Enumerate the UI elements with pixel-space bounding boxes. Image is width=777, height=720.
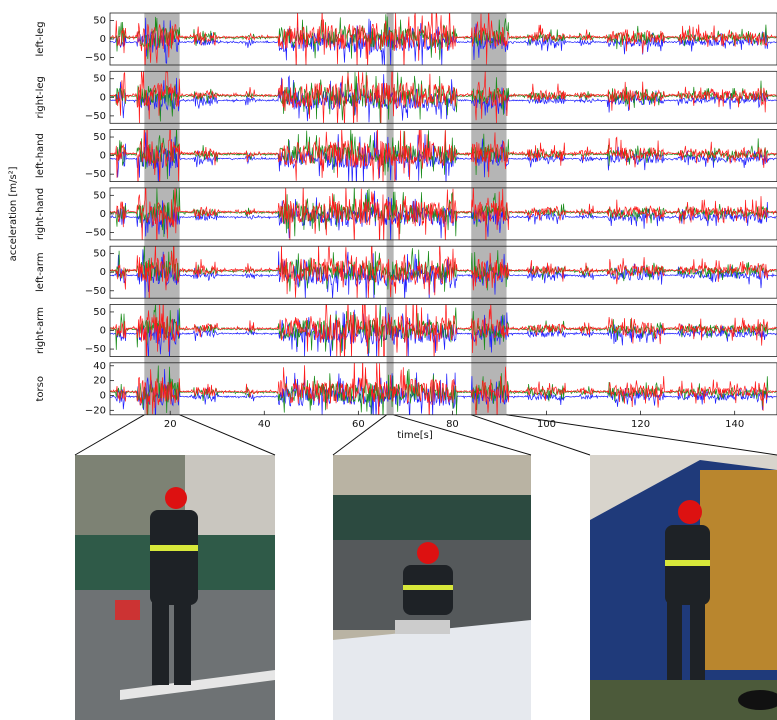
x-tick-label: 120 [631, 419, 650, 430]
x-tick-label: 40 [258, 419, 271, 430]
y-tick-label: −50 [85, 111, 106, 122]
signals [110, 292, 776, 366]
zoom-line [75, 415, 144, 455]
x-tick-label: 80 [446, 419, 459, 430]
y-tick-label: 20 [93, 376, 106, 387]
photo [75, 455, 275, 720]
y-tick-label: 0 [100, 34, 106, 45]
figure: 50 0 −50 left-leg 50 0 −50 right-leg 50 0 −50 left-… [0, 0, 777, 720]
zoom-line [471, 415, 590, 455]
panel-label: torso [35, 376, 46, 401]
y-tick-label: −50 [85, 344, 106, 355]
y-tick-label: 50 [93, 190, 106, 201]
signal-trace [110, 235, 776, 301]
y-tick-label: 50 [93, 74, 106, 85]
x-axis-label: time[s] [397, 430, 433, 441]
x-tick-label: 20 [164, 419, 177, 430]
y-tick-label: −50 [85, 286, 106, 297]
signals [110, 181, 776, 248]
x-tick-label: 140 [725, 419, 744, 430]
y-tick-label: 0 [100, 267, 106, 278]
y-tick-label: 0 [100, 92, 106, 103]
y-tick-label: 40 [93, 361, 106, 372]
panel-label: right-leg [35, 76, 46, 118]
panel-label: left-hand [35, 133, 46, 178]
y-tick-label: 0 [100, 390, 106, 401]
y-tick-label: 50 [93, 132, 106, 143]
photo [333, 455, 531, 720]
panel-label: right-arm [35, 307, 46, 354]
panel-label: right-hand [35, 188, 46, 240]
signals [110, 62, 776, 131]
y-axis-label: acceleration [m/s²] [8, 166, 19, 261]
photos [75, 455, 777, 720]
panel-label: left-arm [35, 252, 46, 292]
y-tick-label: −50 [85, 53, 106, 64]
y-tick-label: 50 [93, 249, 106, 260]
signals [110, 4, 776, 72]
y-tick-label: −20 [85, 405, 106, 416]
y-tick-label: 50 [93, 307, 106, 318]
signals [110, 357, 776, 427]
x-tick-label: 60 [352, 419, 365, 430]
y-tick-label: 0 [100, 209, 106, 220]
signal-trace [110, 191, 776, 241]
signal-trace [110, 18, 776, 67]
y-tick-label: 0 [100, 326, 106, 337]
signal-trace [110, 118, 776, 188]
photo [590, 455, 777, 720]
y-tick-label: −50 [85, 227, 106, 238]
y-tick-label: −50 [85, 169, 106, 180]
signal-trace [110, 185, 776, 237]
y-tick-label: 0 [100, 151, 106, 162]
panel-label: left-leg [35, 21, 46, 56]
y-tick-label: 50 [93, 15, 106, 26]
signals [110, 235, 776, 302]
signals [110, 118, 776, 188]
